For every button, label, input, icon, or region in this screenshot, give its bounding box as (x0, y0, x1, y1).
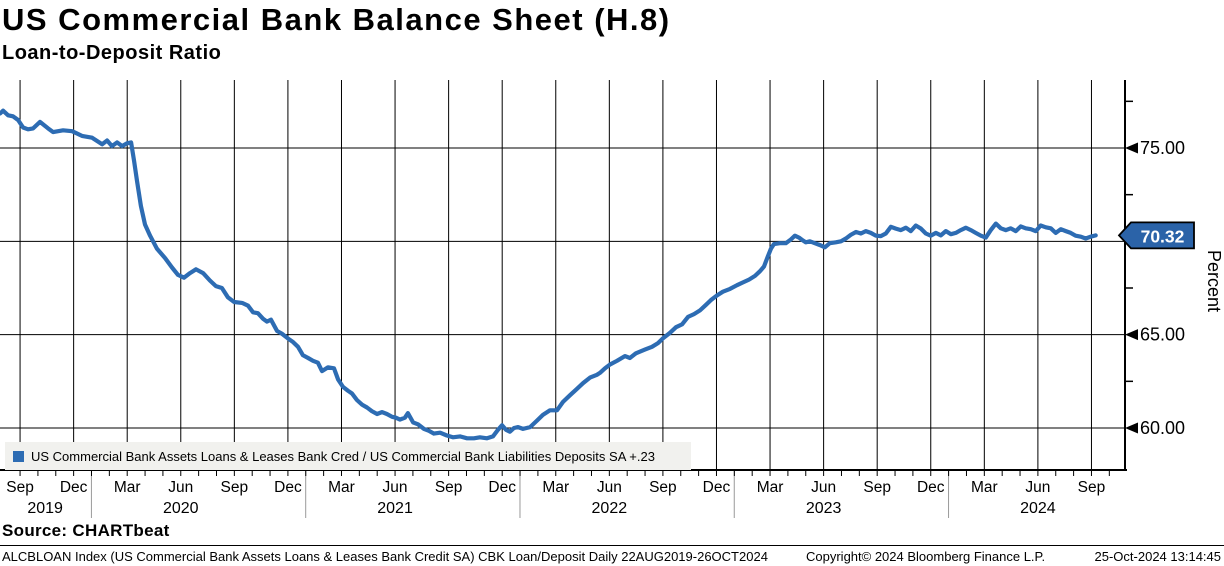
x-year-label: 2023 (806, 500, 842, 517)
chart-subtitle: Loan-to-Deposit Ratio (2, 42, 222, 64)
x-month-label: Dec (703, 479, 731, 496)
x-month-label: Mar (542, 479, 569, 496)
x-month-label: Mar (328, 479, 355, 496)
x-month-label: Sep (6, 479, 34, 496)
y-tick-arrow-icon (1125, 329, 1138, 341)
x-year-labels: 2019 2020 2021 2022 2023 2024 (27, 500, 1055, 517)
year-separators (90, 470, 950, 518)
x-month-label: Mar (757, 479, 784, 496)
legend: US Commercial Bank Assets Loans & Leases… (5, 442, 691, 470)
last-price-label: 70.32 (1141, 226, 1185, 246)
legend-swatch-icon (13, 450, 24, 462)
footer-separator (0, 545, 1224, 546)
y-axis-title: Percent (1204, 250, 1224, 312)
x-month-label: Jun (1025, 479, 1050, 496)
x-month-label: Mar (971, 479, 998, 496)
x-month-label: Dec (60, 479, 88, 496)
source-label: Source: CHARTbeat (2, 521, 170, 540)
page-title: US Commercial Bank Balance Sheet (H.8) (2, 2, 671, 37)
x-month-label: Jun (597, 479, 622, 496)
y-tick-arrow-icon (1125, 142, 1138, 154)
x-month-label: Jun (811, 479, 836, 496)
series-line (0, 108, 1098, 441)
y-major-ticks: 75.00 65.00 60.00 (1125, 138, 1185, 438)
x-year-label: 2019 (27, 500, 63, 517)
footer: ALCBLOAN Index (US Commercial Bank Asset… (0, 549, 1224, 566)
footer-copyright: Copyright© 2024 Bloomberg Finance L.P. (806, 549, 1046, 564)
last-price-badge: 70.32 (1117, 221, 1195, 250)
y-tick-label: 60.00 (1140, 418, 1185, 438)
y-tick-arrow-icon (1125, 422, 1138, 434)
footer-datetime: 25-Oct-2024 13:14:45 (1094, 549, 1221, 564)
x-month-label: Mar (114, 479, 141, 496)
horizontal-gridlines (0, 147, 1125, 429)
x-month-label: Dec (274, 479, 302, 496)
legend-label: US Commercial Bank Assets Loans & Leases… (31, 448, 655, 464)
x-month-label: Dec (917, 479, 945, 496)
x-year-label: 2024 (1020, 500, 1056, 517)
x-month-label: Dec (488, 479, 516, 496)
x-month-label: Sep (649, 479, 677, 496)
x-year-label: 2020 (163, 500, 199, 517)
x-year-label: 2022 (592, 500, 628, 517)
y-tick-label: 75.00 (1140, 138, 1185, 158)
x-month-label: Jun (168, 479, 193, 496)
y-minor-ticks (1125, 100, 1133, 383)
x-month-label: Sep (1078, 479, 1106, 496)
x-month-label: Sep (863, 479, 891, 496)
footer-ticker-info: ALCBLOAN Index (US Commercial Bank Asset… (2, 549, 768, 564)
x-month-label: Jun (383, 479, 408, 496)
x-month-labels: Sep Dec Mar Jun Sep Dec Mar Jun Sep Dec Mar Jun Sep D… (6, 479, 1105, 496)
x-month-label: Sep (221, 479, 249, 496)
vertical-gridlines (19, 80, 1092, 470)
x-month-label: Sep (435, 479, 463, 496)
x-year-label: 2021 (377, 500, 413, 517)
y-tick-label: 65.00 (1140, 325, 1185, 345)
